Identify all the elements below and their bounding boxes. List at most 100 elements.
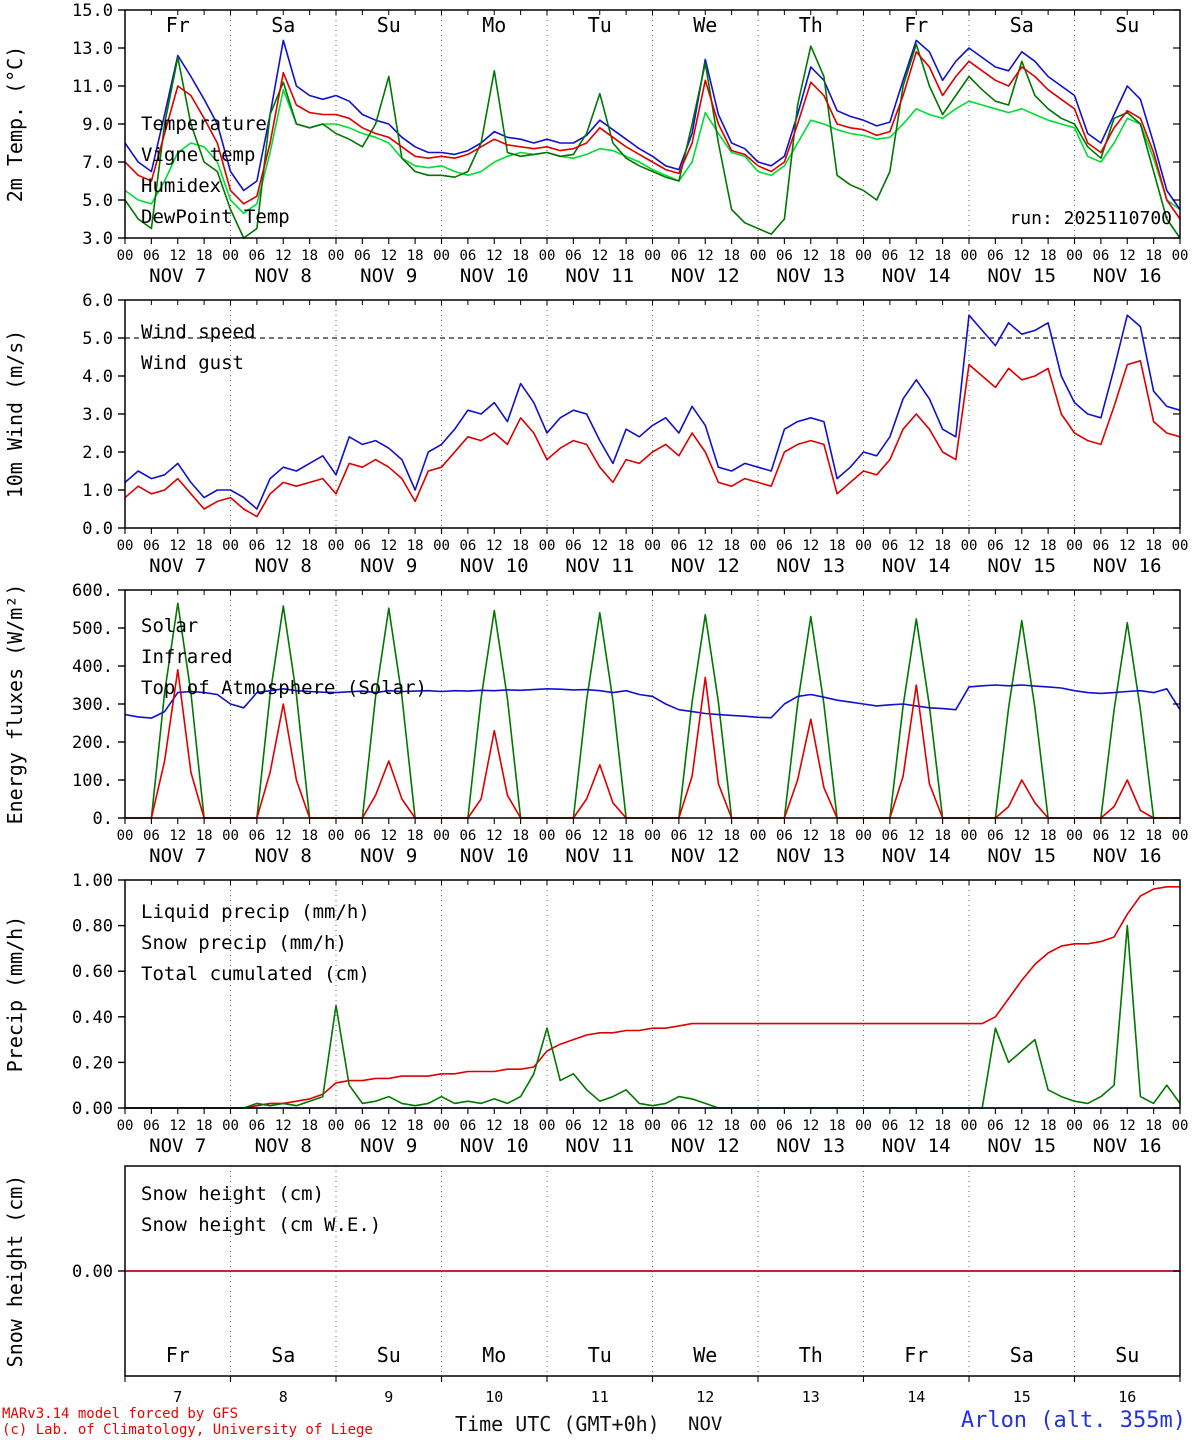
svg-text:18: 18 (301, 828, 318, 844)
svg-text:11: 11 (591, 1388, 609, 1406)
svg-text:18: 18 (829, 828, 846, 844)
svg-text:00: 00 (328, 248, 345, 264)
svg-text:12: 12 (591, 1118, 608, 1134)
svg-text:12: 12 (275, 828, 292, 844)
svg-text:06: 06 (143, 538, 160, 554)
svg-text:18: 18 (1040, 248, 1057, 264)
svg-text:Vigne temp: Vigne temp (141, 144, 255, 166)
svg-text:00: 00 (117, 828, 134, 844)
svg-text:00: 00 (855, 1118, 872, 1134)
svg-text:5.0: 5.0 (82, 191, 113, 211)
svg-text:9: 9 (384, 1388, 393, 1406)
svg-text:NOV 16: NOV 16 (1093, 1135, 1162, 1157)
svg-text:We: We (693, 1343, 717, 1367)
svg-text:00: 00 (222, 248, 239, 264)
wind-chart-panel: 6.05.04.03.02.01.00.000 06 12 18 00 06 12 18 00 0… (3, 291, 1189, 577)
footer: MARv3.14 model forced by GFS (c) Lab. of… (0, 1406, 1194, 1440)
svg-text:18: 18 (934, 248, 951, 264)
svg-text:10m Wind (m/s): 10m Wind (m/s) (3, 330, 27, 499)
svg-text:00: 00 (1066, 1118, 1083, 1134)
svg-text:0.00: 0.00 (72, 1262, 113, 1282)
svg-text:NOV 7: NOV 7 (149, 1135, 206, 1157)
svg-text:12: 12 (802, 828, 819, 844)
svg-text:00: 00 (539, 248, 556, 264)
svg-text:06: 06 (565, 248, 582, 264)
svg-text:18: 18 (1145, 248, 1162, 264)
svg-text:12: 12 (697, 1118, 714, 1134)
svg-text:12: 12 (169, 828, 186, 844)
svg-text:14: 14 (907, 1388, 925, 1406)
svg-text:06: 06 (776, 828, 793, 844)
model-credit-line1: MARv3.14 model forced by GFS (2, 1406, 239, 1422)
svg-text:NOV 11: NOV 11 (565, 1135, 634, 1157)
svg-text:12: 12 (591, 828, 608, 844)
svg-text:00: 00 (222, 1118, 239, 1134)
svg-text:Infrared: Infrared (141, 646, 233, 668)
svg-text:0.0: 0.0 (82, 519, 113, 539)
svg-text:NOV 14: NOV 14 (882, 845, 951, 867)
svg-text:18: 18 (512, 828, 529, 844)
svg-text:18: 18 (723, 828, 740, 844)
svg-text:12: 12 (1013, 828, 1030, 844)
svg-text:06: 06 (354, 538, 371, 554)
svg-text:18: 18 (196, 248, 213, 264)
svg-text:06: 06 (1092, 538, 1109, 554)
svg-text:00: 00 (644, 1118, 661, 1134)
svg-text:12: 12 (591, 538, 608, 554)
svg-text:12: 12 (380, 248, 397, 264)
svg-text:06: 06 (670, 1118, 687, 1134)
svg-text:NOV 7: NOV 7 (149, 265, 206, 287)
svg-text:06: 06 (1092, 828, 1109, 844)
svg-text:00: 00 (117, 538, 134, 554)
svg-text:00: 00 (328, 538, 345, 554)
svg-text:12: 12 (697, 828, 714, 844)
svg-text:18: 18 (829, 248, 846, 264)
svg-text:0.00: 0.00 (72, 1099, 113, 1119)
svg-text:NOV 7: NOV 7 (149, 845, 206, 867)
svg-text:NOV 12: NOV 12 (671, 1135, 740, 1157)
svg-text:Su: Su (1115, 13, 1139, 37)
svg-text:06: 06 (565, 828, 582, 844)
svg-text:300.: 300. (72, 695, 113, 715)
svg-text:Solar: Solar (141, 615, 198, 637)
svg-text:Energy fluxes (W/m²): Energy fluxes (W/m²) (3, 584, 27, 825)
svg-text:00: 00 (1172, 248, 1189, 264)
svg-text:NOV 11: NOV 11 (565, 265, 634, 287)
svg-text:06: 06 (881, 1118, 898, 1134)
svg-text:12: 12 (169, 248, 186, 264)
svg-text:06: 06 (143, 248, 160, 264)
svg-text:00: 00 (750, 538, 767, 554)
svg-text:Fr: Fr (904, 1343, 928, 1367)
svg-text:18: 18 (301, 248, 318, 264)
svg-text:12: 12 (697, 248, 714, 264)
time-axis-title: Time UTC (GMT+0h) (455, 1412, 660, 1436)
svg-text:06: 06 (354, 828, 371, 844)
svg-text:00: 00 (433, 538, 450, 554)
svg-text:Wind gust: Wind gust (141, 352, 244, 374)
svg-text:12: 12 (908, 248, 925, 264)
svg-text:0.60: 0.60 (72, 962, 113, 982)
svg-text:18: 18 (1145, 828, 1162, 844)
svg-text:18: 18 (934, 538, 951, 554)
svg-text:NOV 14: NOV 14 (882, 1135, 951, 1157)
svg-text:1.00: 1.00 (72, 871, 113, 891)
svg-text:12: 12 (908, 1118, 925, 1134)
svg-text:NOV 11: NOV 11 (565, 555, 634, 577)
svg-text:00: 00 (1172, 538, 1189, 554)
svg-text:12: 12 (1119, 248, 1136, 264)
svg-text:Su: Su (377, 1343, 401, 1367)
svg-text:NOV 10: NOV 10 (460, 265, 529, 287)
svg-text:NOV 7: NOV 7 (149, 555, 206, 577)
svg-text:Mo: Mo (482, 13, 506, 37)
svg-text:Mo: Mo (482, 1343, 506, 1367)
svg-text:Tu: Tu (588, 13, 612, 37)
svg-text:NOV 16: NOV 16 (1093, 555, 1162, 577)
svg-text:NOV 16: NOV 16 (1093, 845, 1162, 867)
svg-text:06: 06 (354, 248, 371, 264)
svg-text:12: 12 (591, 248, 608, 264)
svg-text:06: 06 (1092, 1118, 1109, 1134)
svg-text:Snow height (cm W.E.): Snow height (cm W.E.) (141, 1214, 381, 1236)
svg-text:18: 18 (301, 538, 318, 554)
svg-text:06: 06 (143, 1118, 160, 1134)
